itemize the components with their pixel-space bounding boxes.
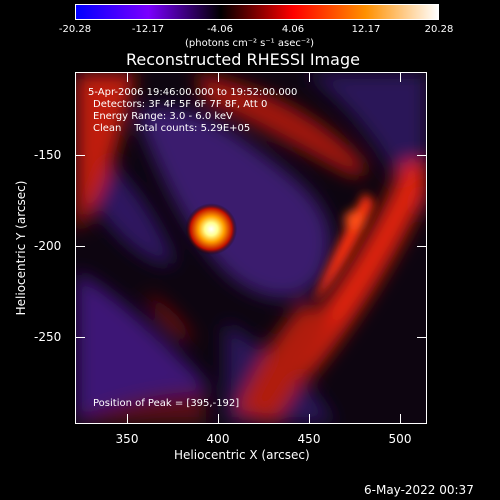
plot-area bbox=[75, 72, 427, 424]
y-tick-right bbox=[417, 337, 427, 338]
y-tick-label: -200 bbox=[34, 239, 62, 253]
x-tick-top bbox=[218, 72, 219, 82]
colorbar-tick-label: -12.17 bbox=[131, 24, 165, 35]
x-tick-label: 450 bbox=[297, 432, 321, 446]
colorbar-tick-label: 4.06 bbox=[281, 24, 305, 35]
y-axis-label: Heliocentric Y (arcsec) bbox=[14, 180, 28, 316]
peak-position-label: Position of Peak = [395,-192] bbox=[93, 398, 240, 409]
energy-range-label: Energy Range: 3.0 - 6.0 keV bbox=[93, 111, 233, 122]
y-tick-label: -250 bbox=[34, 330, 62, 344]
y-tick bbox=[75, 246, 85, 247]
colorbar bbox=[75, 4, 439, 20]
image-title: Reconstructed RHESSI Image bbox=[126, 50, 360, 69]
peak-source bbox=[185, 203, 238, 255]
x-tick-top bbox=[127, 72, 128, 82]
x-tick-label: 350 bbox=[115, 432, 139, 446]
y-tick-right bbox=[417, 155, 427, 156]
y-tick bbox=[75, 155, 85, 156]
time-range-label: 5-Apr-2006 19:46:00.000 to 19:52:00.000 bbox=[88, 87, 298, 98]
colorbar-tick-label: -20.28 bbox=[58, 24, 92, 35]
colorbar-tick-label: -4.06 bbox=[207, 24, 233, 35]
x-tick bbox=[218, 414, 219, 424]
colorbar-tick-label: 12.17 bbox=[351, 24, 381, 35]
x-tick bbox=[309, 414, 310, 424]
footer-timestamp: 6-May-2022 00:37 bbox=[364, 483, 474, 497]
y-tick-right bbox=[417, 246, 427, 247]
colorbar-units: (photons cm⁻² s⁻¹ asec⁻²) bbox=[185, 38, 315, 49]
rhessi-image bbox=[76, 73, 426, 423]
y-tick bbox=[75, 337, 85, 338]
colorbar-tick-label: 20.28 bbox=[424, 24, 454, 35]
detectors-label: Detectors: 3F 4F 5F 6F 7F 8F, Att 0 bbox=[93, 99, 268, 110]
x-tick-top bbox=[309, 72, 310, 82]
x-tick bbox=[127, 414, 128, 424]
clean-counts-label: Clean Total counts: 5.29E+05 bbox=[93, 123, 251, 134]
x-tick-top bbox=[400, 72, 401, 82]
x-tick-label: 500 bbox=[388, 432, 412, 446]
y-tick-label: -150 bbox=[34, 148, 62, 162]
x-tick-label: 400 bbox=[206, 432, 230, 446]
x-tick bbox=[400, 414, 401, 424]
x-axis-label: Heliocentric X (arcsec) bbox=[174, 448, 310, 462]
